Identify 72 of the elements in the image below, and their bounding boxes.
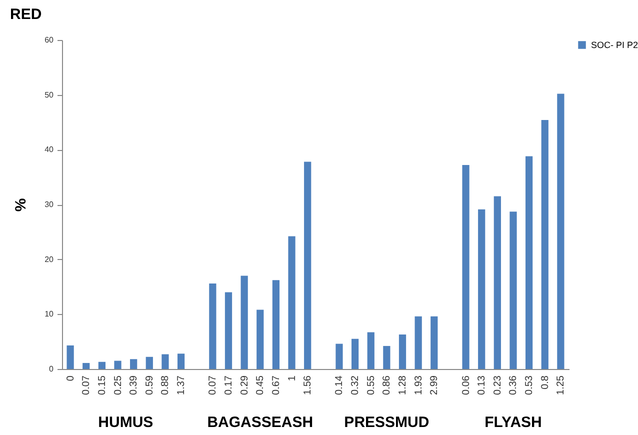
x-tick-label: 1.25 (556, 375, 567, 395)
x-tick-label: 1 (286, 375, 298, 382)
bar (462, 165, 470, 369)
x-tick-label: 1.56 (302, 375, 314, 395)
x-tick-label: 0.59 (144, 375, 156, 395)
x-tick-label: 0.32 (350, 375, 362, 395)
bar (526, 156, 533, 369)
y-tick-label: 50 (44, 90, 54, 100)
x-tick-label: 0.86 (382, 375, 393, 395)
bar (240, 276, 248, 369)
text: FLYASH (484, 414, 542, 431)
bar (82, 362, 90, 369)
x-tick-label: 0.13 (476, 375, 488, 395)
x-tick-label: 0.17 (223, 375, 234, 395)
bar (336, 344, 343, 369)
y-tick-label: 20 (44, 254, 54, 264)
bar (541, 120, 548, 369)
x-tick-label: 0.25 (112, 375, 124, 395)
x-tick-label: 0.23 (492, 375, 504, 395)
x-tick-label: 0.14 (334, 375, 346, 395)
bar (478, 209, 486, 369)
legend-label: SOC- PI P2 (591, 40, 638, 50)
x-tick-label: 0.15 (96, 375, 108, 395)
bar (272, 280, 280, 369)
x-tick-label: 0.07 (208, 375, 219, 395)
x-tick-label: 0.36 (508, 375, 520, 395)
x-tick-label: 0.53 (524, 375, 536, 395)
x-tick-label: 0.55 (366, 375, 377, 395)
bar (288, 236, 296, 369)
x-tick-label: 0.67 (270, 375, 282, 395)
text: HUMUS (98, 414, 154, 431)
bar (256, 310, 264, 369)
x-tick-label: 0 (65, 375, 76, 382)
bar (398, 334, 406, 369)
bar (367, 332, 374, 369)
bar (557, 94, 564, 369)
x-tick-label: 1.37 (176, 375, 188, 395)
y-tick-label: 60 (44, 36, 54, 44)
x-tick-label: 1.28 (398, 375, 409, 395)
bar (114, 360, 122, 369)
bar (304, 162, 312, 369)
bar (224, 292, 232, 369)
text: BAGASSEASH (207, 414, 314, 431)
x-tick-label: 0.8 (540, 375, 551, 390)
x-tick-label: 2.99 (429, 375, 440, 395)
x-tick-label: 0.06 (460, 375, 472, 395)
bar (510, 212, 517, 369)
bar (130, 359, 138, 369)
bar (209, 283, 216, 369)
x-tick-label: 0.88 (160, 375, 172, 395)
x-tick-label: 0.29 (239, 375, 250, 395)
x-tick-label: 0.07 (81, 375, 92, 395)
bar (66, 345, 74, 369)
bar (177, 354, 185, 369)
x-tick-label: 0.45 (255, 375, 266, 395)
y-axis-title: % (12, 198, 30, 212)
bar (351, 338, 359, 369)
chart-title: RED (10, 6, 42, 23)
x-tick-label: 0.39 (128, 375, 140, 395)
bar (162, 354, 169, 369)
bar (430, 316, 438, 369)
x-tick-label: 1.93 (413, 375, 424, 395)
bar (383, 346, 390, 369)
bar (146, 356, 153, 369)
y-tick-label: 0 (49, 364, 54, 374)
bar (98, 362, 106, 369)
bar (414, 316, 422, 369)
y-tick-label: 40 (44, 145, 54, 154)
y-tick-label: 30 (44, 200, 54, 209)
text: PRESSMUD (344, 414, 430, 431)
bar (494, 196, 501, 369)
y-tick-label: 10 (44, 310, 54, 319)
